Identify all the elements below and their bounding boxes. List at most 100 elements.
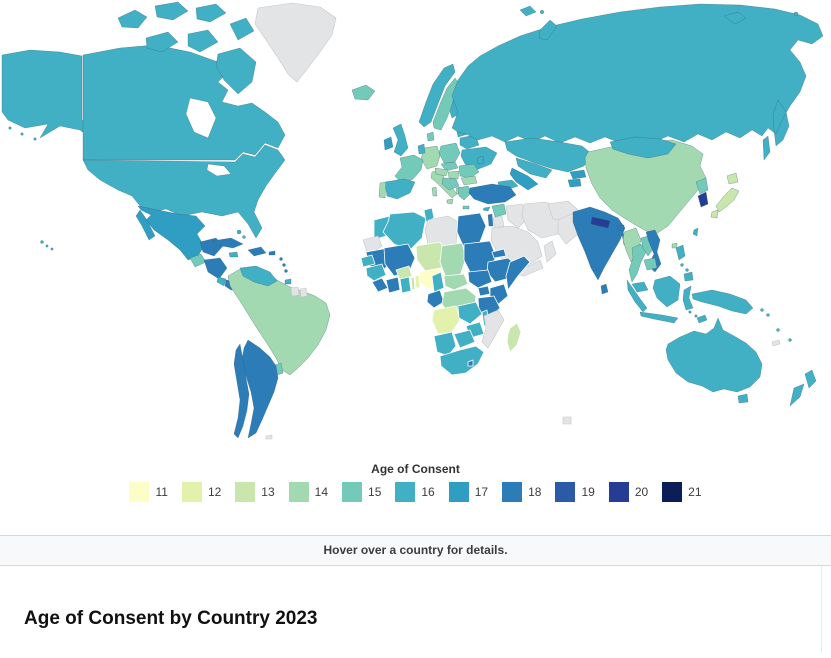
region-timor[interactable]	[696, 314, 708, 324]
region-iraq[interactable]	[505, 203, 529, 229]
region-spain[interactable]	[384, 178, 416, 200]
region-sicily[interactable]	[446, 198, 454, 205]
region-mongolia[interactable]	[609, 136, 677, 159]
region-new-guinea[interactable]	[691, 289, 754, 315]
region-svalbard-island[interactable]	[539, 9, 545, 15]
region-cote-divoire[interactable]	[385, 276, 401, 294]
region-arctic-island[interactable]	[117, 9, 148, 29]
region-hainan[interactable]	[671, 242, 678, 249]
region-south-korea[interactable]	[697, 191, 709, 208]
region-greenland[interactable]	[254, 2, 337, 83]
region-philippines-visayas[interactable]	[680, 263, 684, 267]
region-china[interactable]	[584, 139, 707, 235]
region-south-sudan[interactable]	[467, 269, 493, 289]
region-hungary[interactable]	[447, 170, 460, 180]
region-turkey[interactable]	[468, 183, 517, 205]
region-lesser-antilles[interactable]	[284, 269, 288, 273]
region-sumatra[interactable]	[626, 279, 648, 313]
region-aleutians[interactable]	[20, 132, 24, 136]
region-baja-california[interactable]	[135, 209, 156, 241]
region-lesotho[interactable]	[467, 359, 474, 367]
region-togo[interactable]	[410, 276, 416, 291]
region-lesser-antilles[interactable]	[282, 263, 286, 267]
region-philippines-visayas[interactable]	[685, 268, 689, 272]
region-svalbard[interactable]	[519, 5, 537, 17]
region-aleutians[interactable]	[8, 126, 12, 130]
region-java[interactable]	[639, 311, 679, 324]
region-new-zealand-north[interactable]	[804, 369, 817, 389]
region-kazakhstan[interactable]	[504, 137, 593, 173]
region-mozambique[interactable]	[481, 309, 505, 349]
region-philippines-mindanao[interactable]	[683, 271, 694, 282]
region-canada[interactable]	[82, 44, 286, 161]
region-bahamas[interactable]	[242, 235, 246, 239]
region-north-korea[interactable]	[695, 177, 709, 195]
region-japan-honshu[interactable]	[715, 187, 740, 213]
region-arctic-island[interactable]	[195, 3, 227, 23]
region-crete[interactable]	[462, 205, 470, 210]
region-kerguelen-fragment[interactable]	[562, 416, 572, 425]
region-senegal[interactable]	[360, 254, 376, 268]
region-puerto-rico[interactable]	[268, 250, 276, 256]
region-sulawesi[interactable]	[682, 285, 694, 311]
region-central-african-republic[interactable]	[443, 273, 469, 291]
region-benelux[interactable]	[417, 143, 426, 155]
region-kyrgyzstan[interactable]	[569, 169, 587, 180]
region-new-zealand-south[interactable]	[789, 383, 805, 407]
region-romania[interactable]	[458, 163, 480, 179]
region-moluccas[interactable]	[688, 310, 692, 314]
region-western-sahara[interactable]	[362, 235, 383, 256]
region-russia[interactable]	[451, 3, 824, 147]
region-syria[interactable]	[491, 203, 507, 218]
region-burkina-faso[interactable]	[395, 265, 413, 281]
region-japan-kyushu[interactable]	[710, 209, 719, 219]
region-norway[interactable]	[418, 63, 456, 128]
region-hawaii[interactable]	[45, 244, 49, 248]
region-cyprus[interactable]	[482, 206, 491, 212]
region-eritrea[interactable]	[491, 248, 507, 259]
region-france[interactable]	[394, 154, 424, 185]
region-laos[interactable]	[640, 235, 655, 257]
region-malaysia[interactable]	[631, 281, 649, 293]
region-arctic-island[interactable]	[187, 29, 219, 53]
region-balkans[interactable]	[441, 177, 460, 191]
region-aleutians[interactable]	[33, 137, 37, 141]
region-czech-slovakia[interactable]	[440, 161, 459, 172]
region-costa-rica[interactable]	[216, 276, 227, 287]
region-niger[interactable]	[415, 241, 448, 273]
region-philippines-luzon[interactable]	[675, 244, 686, 261]
region-solomon-islands[interactable]	[760, 308, 764, 312]
region-taiwan[interactable]	[692, 227, 699, 237]
region-moluccas[interactable]	[694, 314, 698, 318]
region-arctic-island[interactable]	[145, 31, 179, 53]
region-cambodia[interactable]	[643, 257, 658, 271]
region-chad[interactable]	[439, 242, 467, 279]
region-borneo[interactable]	[652, 275, 681, 308]
region-chile[interactable]	[233, 343, 250, 439]
region-suriname[interactable]	[290, 286, 300, 297]
region-south-africa[interactable]	[439, 345, 485, 376]
region-uganda[interactable]	[477, 285, 491, 297]
region-somalia[interactable]	[505, 255, 531, 291]
region-sri-lanka[interactable]	[600, 283, 609, 295]
region-namibia[interactable]	[433, 331, 457, 357]
region-lesser-antilles[interactable]	[279, 257, 283, 261]
region-japan-hokkaido[interactable]	[726, 172, 739, 185]
region-australia[interactable]	[665, 317, 763, 393]
region-hispaniola[interactable]	[247, 246, 267, 257]
region-austria[interactable]	[434, 167, 449, 177]
region-jamaica[interactable]	[228, 251, 239, 258]
region-india[interactable]	[572, 206, 626, 281]
region-tajikistan[interactable]	[567, 178, 582, 188]
region-novaya-zemlya[interactable]	[538, 19, 558, 41]
region-tunisia[interactable]	[423, 207, 435, 223]
region-bulgaria[interactable]	[460, 175, 478, 186]
region-vanuatu[interactable]	[776, 328, 780, 332]
region-bahamas[interactable]	[236, 229, 242, 235]
region-israel[interactable]	[487, 213, 494, 227]
region-bhutan[interactable]	[617, 224, 625, 231]
region-benin[interactable]	[414, 274, 421, 289]
region-zambia[interactable]	[457, 301, 483, 325]
region-guinea[interactable]	[365, 263, 387, 282]
region-saudi-arabia[interactable]	[490, 225, 543, 269]
